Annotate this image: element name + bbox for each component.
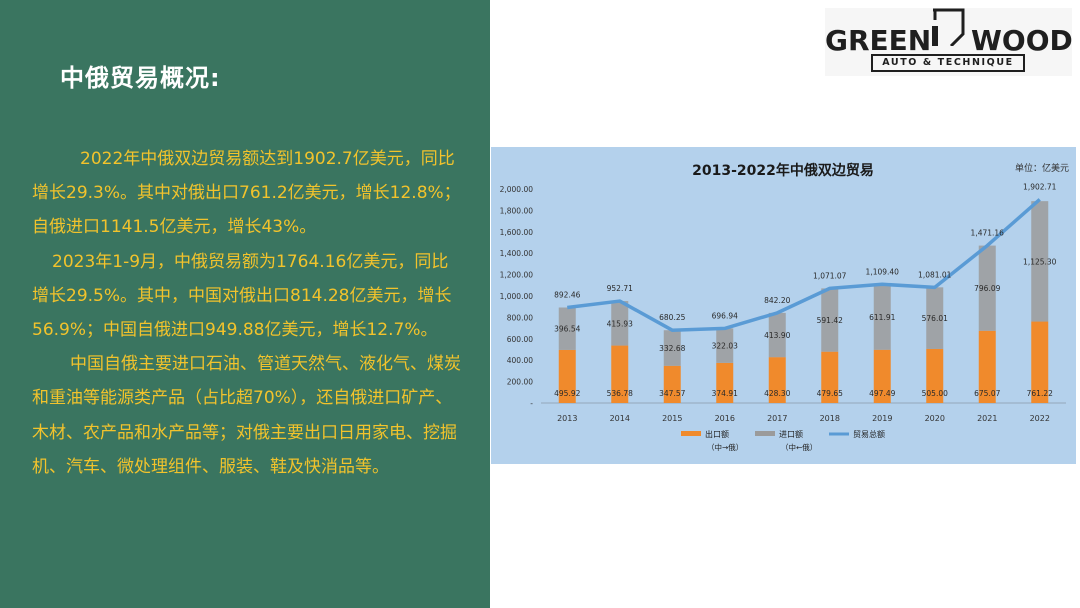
import-value-label: 396.54	[554, 325, 580, 334]
x-tick-label: 2022	[1030, 414, 1050, 423]
legend-export-label: 出口额	[705, 429, 729, 439]
import-value-label: 796.09	[974, 284, 1000, 293]
import-value-label: 591.42	[817, 316, 843, 325]
x-tick-label: 2015	[662, 414, 682, 423]
paragraph-2022-trade: 2022年中俄双边贸易额达到1902.7亿美元，同比增长29.3%。其中对俄出口…	[32, 149, 461, 238]
export-bar	[926, 348, 944, 403]
export-bar	[663, 365, 681, 403]
total-value-label: 1,081.01	[918, 270, 952, 279]
legend-export-note: （中→俄）	[707, 442, 743, 452]
import-value-label: 611.91	[869, 313, 895, 322]
legend-import-label: 进口额	[779, 429, 803, 439]
chart-unit: 单位：亿美元	[1015, 162, 1069, 174]
import-bar	[768, 312, 786, 358]
logo-word-green: GREEN	[825, 24, 932, 57]
logo-tagline: AUTO & TECHNIQUE	[871, 54, 1025, 72]
import-value-label: 576.01	[922, 314, 948, 323]
import-value-label: 413.90	[764, 331, 790, 340]
import-bar	[821, 288, 839, 352]
export-value-label: 761.22	[1027, 389, 1053, 398]
total-value-label: 680.25	[659, 313, 685, 322]
import-bar	[611, 301, 629, 346]
total-trade-line	[567, 198, 1041, 332]
export-value-label: 374.91	[712, 389, 738, 398]
slide-body: 2022年中俄双边贸易额达到1902.7亿美元，同比增长29.3%。其中对俄出口…	[32, 142, 462, 484]
text-panel: 中俄贸易概况: 2022年中俄双边贸易额达到1902.7亿美元，同比增长29.3…	[0, 0, 490, 608]
export-value-label: 536.78	[607, 389, 633, 398]
legend-import-note: （中←俄）	[781, 442, 817, 452]
paragraph-trade-goods: 中国自俄主要进口石油、管道天然气、液化气、煤炭和重油等能源类产品（占比超70%）…	[32, 354, 461, 477]
y-tick-label: 1,200.00	[500, 271, 534, 280]
x-tick-label: 2020	[925, 414, 945, 423]
slide-heading: 中俄贸易概况:	[60, 64, 221, 92]
y-tick-label: 1,000.00	[500, 292, 534, 301]
export-bar	[768, 357, 786, 403]
y-tick-label: 1,400.00	[500, 249, 534, 258]
import-bar	[1031, 201, 1049, 322]
legend-import-swatch	[755, 431, 775, 436]
import-bar	[926, 287, 944, 349]
y-tick-label: 800.00	[507, 313, 533, 322]
export-value-label: 495.92	[554, 389, 580, 398]
export-bar	[978, 330, 996, 403]
x-tick-label: 2014	[610, 414, 630, 423]
import-bar	[978, 245, 996, 331]
import-value-label: 1,125.30	[1023, 257, 1057, 266]
total-value-label: 892.46	[554, 291, 580, 300]
y-tick-label: 600.00	[507, 335, 533, 344]
import-value-label: 415.93	[607, 319, 633, 328]
y-tick-label: 1,800.00	[500, 206, 534, 215]
chart-title: 2013-2022年中俄双边贸易	[692, 162, 874, 179]
export-value-label: 497.49	[869, 389, 895, 398]
export-value-label: 347.57	[659, 389, 685, 398]
export-bar	[558, 349, 576, 403]
import-bar	[873, 284, 891, 350]
total-value-label: 696.94	[712, 311, 738, 320]
logo-word-wood: WOOD	[971, 24, 1073, 57]
total-value-label: 1,071.07	[813, 271, 847, 280]
export-value-label: 675.07	[974, 389, 1000, 398]
y-tick-label: 200.00	[507, 378, 533, 387]
import-bar	[663, 330, 681, 366]
legend-total-label: 贸易总额	[853, 429, 885, 439]
y-tick-label: 2,000.00	[500, 185, 534, 194]
export-bar	[716, 362, 734, 403]
greenwood-logo: GREEN WOOD AUTO & TECHNIQUE	[825, 8, 1073, 76]
import-bar	[558, 307, 576, 350]
x-tick-label: 2019	[872, 414, 892, 423]
import-bar	[716, 328, 734, 363]
export-bar	[821, 351, 839, 403]
y-tick-label: 1,600.00	[500, 228, 534, 237]
x-tick-label: 2021	[977, 414, 997, 423]
trade-chart: 2013-2022年中俄双边贸易 单位：亿美元 2,000.00 1,800.00 1,…	[491, 147, 1076, 464]
x-tick-label: 2018	[820, 414, 840, 423]
export-bar	[873, 349, 891, 403]
export-value-label: 428.30	[764, 389, 790, 398]
total-value-label: 952.71	[607, 284, 633, 293]
import-value-label: 332.68	[659, 344, 685, 353]
paragraph-2023-trade: 2023年1-9月，中俄贸易额为1764.16亿美元，同比增长29.5%。其中，…	[32, 251, 452, 341]
import-value-label: 322.03	[712, 342, 738, 351]
export-value-label: 505.00	[922, 389, 948, 398]
total-value-label: 1,471.16	[971, 229, 1005, 238]
x-tick-label: 2017	[767, 414, 787, 423]
y-tick-label: -	[530, 399, 533, 408]
total-value-label: 842.20	[764, 296, 790, 305]
logo-mark-icon	[932, 8, 965, 46]
total-value-label: 1,109.40	[866, 267, 900, 276]
export-bar	[1031, 321, 1049, 403]
export-value-label: 479.65	[817, 389, 843, 398]
export-bar	[611, 345, 629, 403]
y-tick-label: 400.00	[507, 356, 533, 365]
total-value-label: 1,902.71	[1023, 182, 1057, 191]
x-tick-label: 2016	[715, 414, 735, 423]
legend-export-swatch	[681, 431, 701, 436]
x-tick-label: 2013	[557, 414, 577, 423]
trade-chart-svg: 2013-2022年中俄双边贸易 单位：亿美元 2,000.00 1,800.00 1,…	[500, 162, 1069, 452]
